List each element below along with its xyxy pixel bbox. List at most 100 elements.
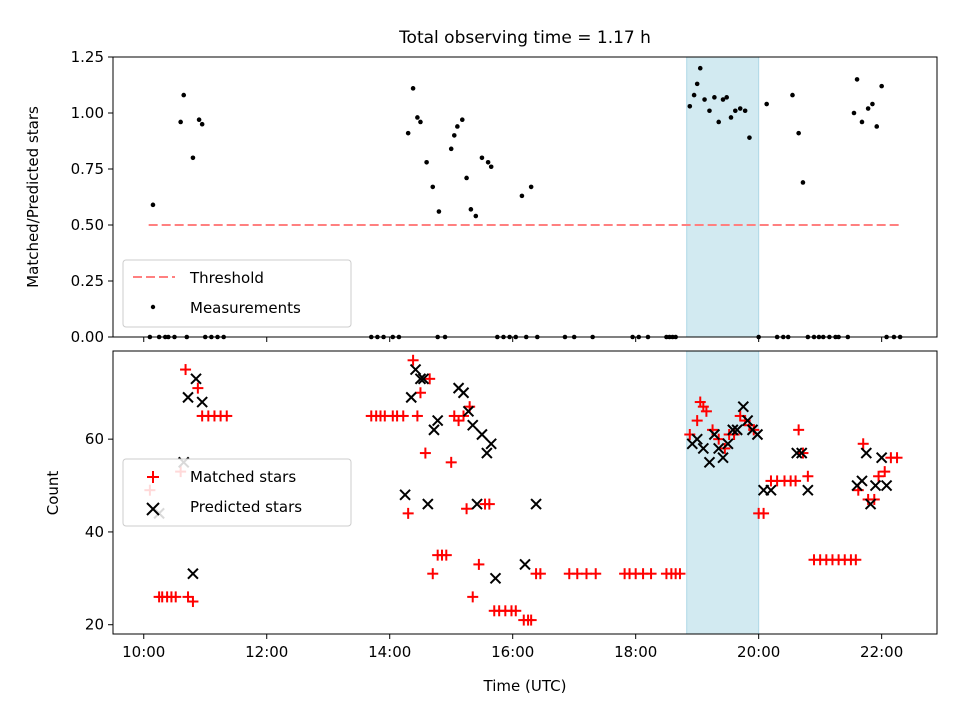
predicted-star-point [462,405,475,418]
matched-star-point [879,466,891,478]
measurement-point [418,119,423,125]
matched-star-point [590,568,602,580]
measurement-point [716,119,722,125]
ratio-axes-frame [112,56,938,338]
matched-star-point [857,438,869,450]
measurement-point [879,83,884,89]
measurement-point [851,110,857,116]
count-axes-frame [112,350,938,635]
measurement-point [448,146,454,152]
matched-star-point [424,373,436,385]
measurement-point [859,119,865,125]
count-x-tick-label: 16:00 [491,643,534,661]
measurement-point [874,124,880,129]
predicted-star-point [869,479,882,492]
measurement-points [147,65,903,340]
measurement-point [687,103,693,109]
legend-measurements-label: Measurements [190,299,301,317]
predicted-star-point [417,373,430,385]
measurement-point [790,92,795,98]
matched-star-point [674,568,686,580]
measurement-point [747,135,752,140]
predicted-star-point [471,498,483,510]
matched-star-point [402,507,414,519]
measurement-point [737,106,743,111]
measurement-point [764,101,769,107]
predicted-star-point [860,447,872,459]
measurement-point [430,184,436,190]
legend-matched-swatch [147,471,159,483]
count-y-axis-label: Count [44,471,62,516]
predicted-star-point [431,414,444,427]
measurement-point [519,193,525,199]
measurement-point [707,108,712,114]
count-x-tick-label: 22:00 [860,643,903,661]
measurement-point [150,202,156,208]
ratio-y-tick-label: 0.00 [71,328,104,346]
ratio-y-ticks: 0.00 0.25 0.50 0.75 1.00 1.25 [71,48,113,346]
predicted-star-point [731,424,743,436]
predicted-star-point [880,479,893,492]
measurement-point [488,164,494,170]
measurement-point [724,95,729,100]
ratio-y-tick-label: 0.50 [71,216,104,234]
matched-star-point [397,410,409,422]
figure-title: Total observing time = 1.17 h [398,28,651,48]
count-x-tick-label: 12:00 [245,643,288,661]
matched-star-point [414,387,426,399]
measurement-point [800,180,806,185]
measurement-point [485,159,491,165]
matched-star-point [793,424,805,436]
predicted-star-point [409,363,422,376]
count-x-tick-label: 14:00 [368,643,411,661]
matched-star-point [510,605,522,617]
legend-predicted-label: Predicted stars [190,498,302,516]
predicted-star-point [399,489,411,501]
measurement-point [459,117,465,123]
measurement-point [178,119,183,125]
measurement-point [451,133,457,138]
predicted-star-point [467,419,479,431]
measurement-point [473,213,479,219]
measurement-point [455,124,460,129]
measurement-point [464,175,469,181]
measurement-point [796,130,801,136]
predicted-star-point [485,438,497,450]
count-y-tick-label: 20 [85,616,104,634]
matched-star-point [170,591,182,603]
predicted-star-point [187,567,199,580]
matched-star-point [580,568,592,580]
predicted-star-point [791,447,803,459]
measurement-point [181,92,187,98]
predicted-star-point [708,428,721,441]
ratio-y-tick-label: 0.75 [71,160,104,178]
legend-predicted-swatch [146,502,160,516]
matched-star-point [891,452,903,464]
matched-star-point [419,447,431,459]
matched-star-point [873,470,885,482]
predicted-star-point [741,414,754,427]
predicted-star-point [796,447,808,459]
predicted-star-point [428,424,440,436]
count-x-tick-label: 18:00 [614,643,657,661]
count-y-tick-label: 60 [85,430,104,448]
ratio-x-ticks [143,337,883,342]
matched-star-point [180,364,192,376]
predicted-star-point [489,572,502,585]
matched-star-point [802,470,814,482]
matched-star-point [445,456,457,468]
predicted-star-point [481,447,493,459]
measurement-point [436,209,442,214]
legend-matched-label: Matched stars [190,468,296,486]
ratio-y-tick-label: 0.25 [71,272,104,290]
measurement-point [479,155,485,161]
predicted-star-point [697,442,710,455]
measurement-point [733,108,738,114]
measurement-point [405,130,411,136]
measurement-point [196,117,202,123]
predicted-star-point [717,451,729,464]
matched-star-point [850,554,862,566]
ratio-highlight-span [686,56,760,338]
predicted-star-point [405,391,417,404]
